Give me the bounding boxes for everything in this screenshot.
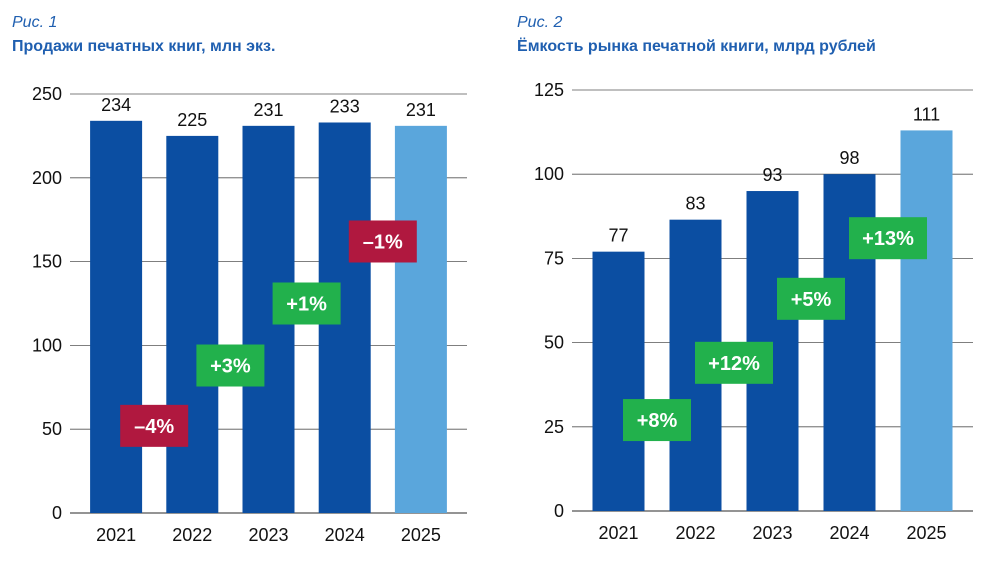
data-label: 98 [839,148,859,168]
bar-2025 [900,130,953,511]
x-tick-label: 2022 [172,525,212,545]
bar-2022 [166,135,219,513]
change-badge-bg [777,277,845,320]
change-badge-bg [120,404,189,447]
change-badge: +5% [777,277,845,320]
y-tick-label: 25 [544,417,564,437]
data-label: 83 [685,194,705,214]
x-tick-label: 2024 [829,523,869,543]
change-badge-bg [623,399,691,442]
y-tick-label: 100 [32,335,62,355]
x-tick-label: 2022 [675,523,715,543]
change-badge-bg [695,341,773,384]
chart-1-title: Продажи печатных книг, млн экз. [12,38,276,55]
data-label: 77 [608,226,628,246]
y-tick-label: 75 [544,248,564,268]
y-tick-label: 0 [554,501,564,521]
y-tick-label: 200 [32,168,62,188]
change-badge-label: +3% [210,356,251,378]
change-badge-label: +5% [791,289,832,311]
sales-bar-chart: 0 50 100 150 200 250 234 2021 225 2022 231 2023 233 2… [32,84,467,545]
change-badge: –4% [120,404,189,447]
data-label: 111 [913,104,940,124]
change-badge-label: +1% [286,294,327,316]
data-label: 233 [330,96,360,116]
chart-1-fig-label: Рис. 1 [12,14,58,31]
bar-2021 [90,120,143,513]
change-badge-bg [849,217,927,260]
data-label: 231 [406,100,436,120]
change-badge-label: +13% [862,228,914,250]
bar-2021 [592,251,645,511]
x-tick-label: 2025 [906,523,946,543]
x-tick-label: 2024 [325,525,365,545]
x-tick-label: 2021 [96,525,136,545]
change-badge: +1% [272,282,341,325]
bar-2025 [394,125,447,514]
change-badge-bg [348,220,417,263]
x-tick-label: 2025 [401,525,441,545]
y-tick-label: 125 [534,80,564,100]
change-badge-bg [272,282,341,325]
y-tick-label: 0 [52,503,62,523]
change-badge-label: +8% [637,410,678,432]
data-label: 231 [253,100,283,120]
change-badge-bg [196,344,265,387]
data-label: 234 [101,95,131,115]
change-badge-label: –1% [363,231,403,253]
y-tick-label: 250 [32,84,62,104]
chart-2-title: Ёмкость рынка печатной книги, млрд рубле… [517,38,876,55]
change-badge: +13% [849,217,927,260]
change-badge: –1% [348,220,417,263]
y-tick-label: 50 [544,333,564,353]
y-tick-label: 150 [32,252,62,272]
y-tick-label: 100 [534,164,564,184]
x-tick-label: 2023 [248,525,288,545]
change-badge: +12% [695,341,773,384]
change-badge-label: +12% [708,353,760,375]
change-badge-label: –4% [134,416,174,438]
change-badge: +3% [196,344,265,387]
change-badge: +8% [623,399,691,442]
x-tick-label: 2023 [752,523,792,543]
x-tick-label: 2021 [598,523,638,543]
chart-2-fig-label: Рис. 2 [517,14,563,31]
y-tick-label: 50 [42,419,62,439]
data-label: 93 [762,165,782,185]
data-label: 225 [177,110,207,130]
